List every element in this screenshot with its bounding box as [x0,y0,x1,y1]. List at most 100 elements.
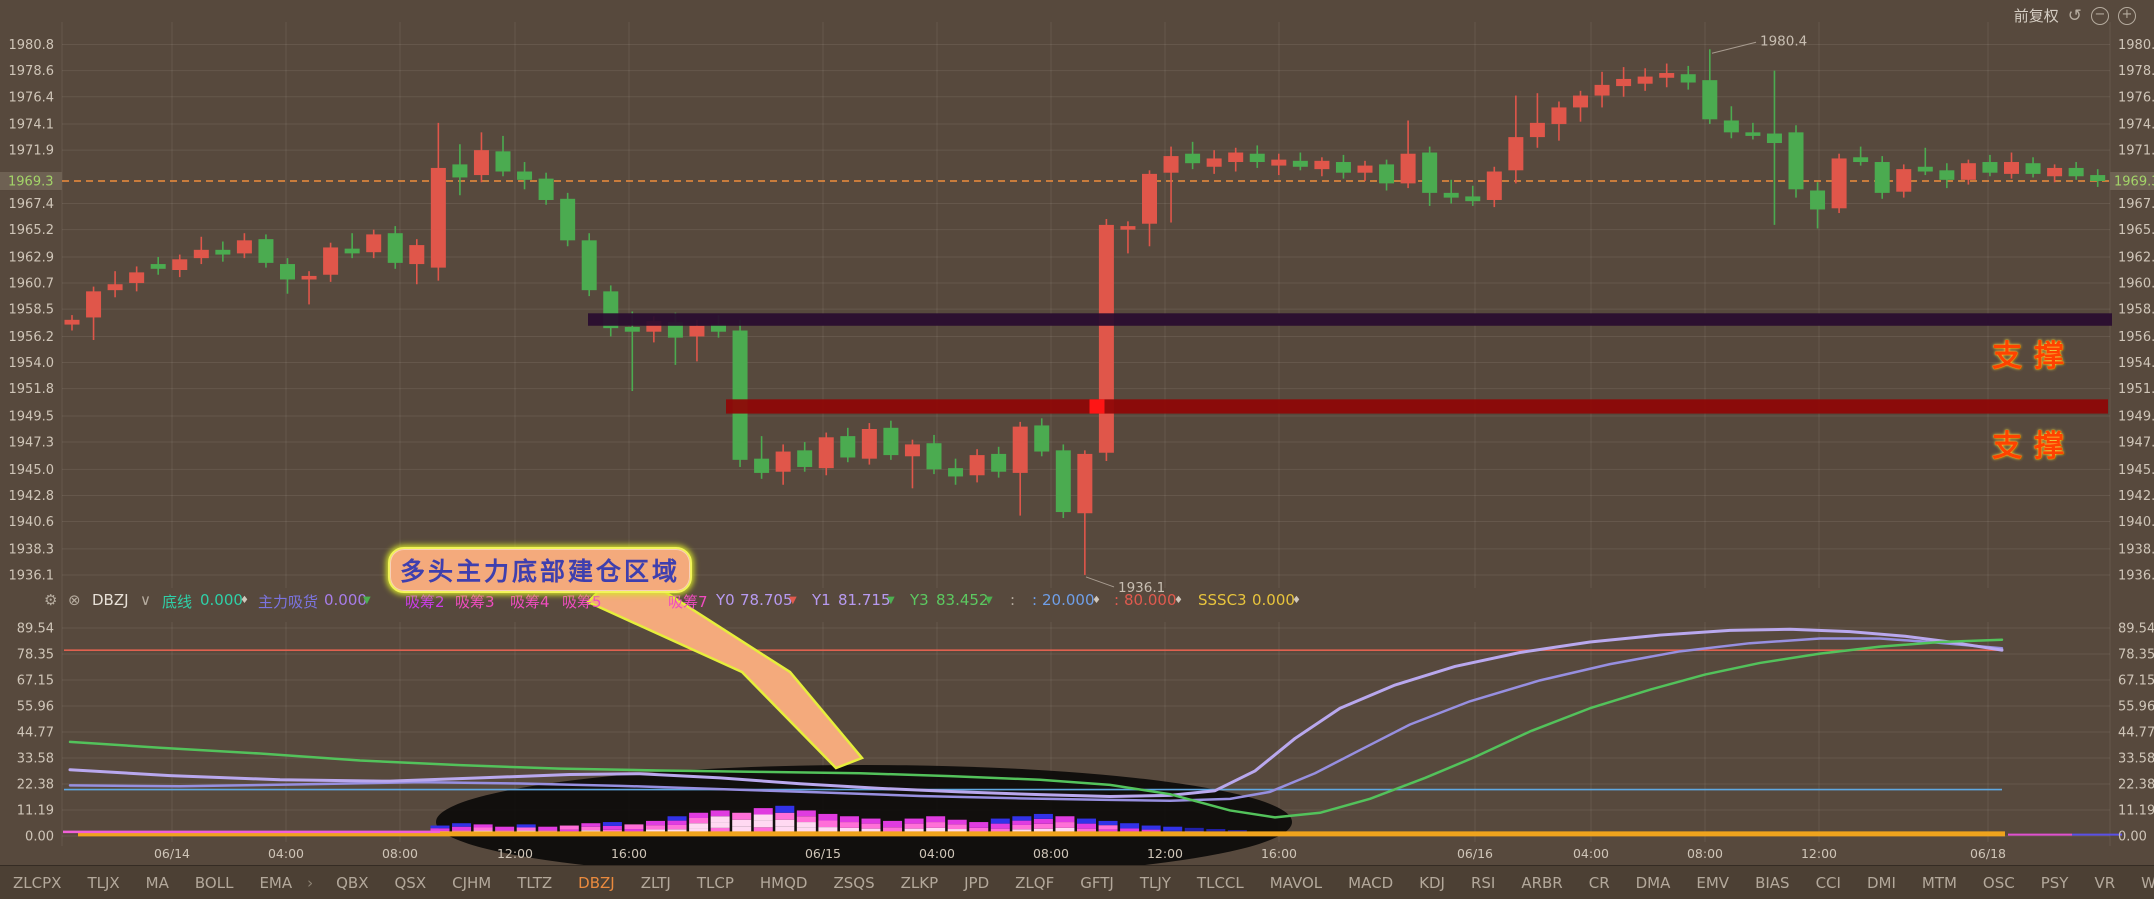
accumulation-bar [1184,827,1204,831]
series-value[interactable]: 0.000 [200,591,243,609]
series-label[interactable]: 吸筹7 [668,593,708,611]
toolbar-item-PSY[interactable]: PSY [2040,873,2069,892]
time-tick: 04:00 [1573,846,1609,861]
candle [1465,196,1481,202]
series-value[interactable]: 81.715 [838,591,891,609]
candle [1098,224,1114,453]
undo-icon[interactable]: ↺ [2067,5,2082,26]
candle [2090,175,2106,182]
series-label[interactable]: : [1032,591,1038,609]
toolbar-item-MTM[interactable]: MTM [1921,873,1957,892]
down-arrow-icon[interactable]: ▼ [985,595,993,606]
close-icon[interactable]: ⊗ [68,591,81,609]
series-label[interactable]: Y1 [812,591,831,609]
toolbar-item-CJHM[interactable]: CJHM [452,873,492,892]
last-price-value: 1969.3 [2114,175,2154,190]
series-label[interactable]: 吸筹3 [455,593,495,611]
toolbar-item-CCI[interactable]: CCI [1815,873,1841,892]
zoom-out-icon[interactable]: − [2091,6,2109,25]
toolbar-item-MA[interactable]: MA [145,873,169,892]
accumulation-bar [689,812,709,818]
callout-text: 多头主力底部建仓区域 [399,557,680,586]
series-value[interactable]: 78.705 [740,591,793,609]
candle [1853,157,1869,163]
toolbar-item-ZLQF[interactable]: ZLQF [1015,873,1055,892]
series-value[interactable]: 80.000 [1124,591,1177,609]
price-tick-left: 1956.2 [9,330,55,345]
toolbar-item-EMA[interactable]: EMA [259,873,293,892]
toolbar-item-JPD[interactable]: JPD [964,873,990,892]
toolbar-item-DMI[interactable]: DMI [1866,873,1896,892]
toolbar-item-BIAS[interactable]: BIAS [1755,873,1790,892]
toolbar-expand-icon[interactable]: › [307,873,314,892]
panel-tick-left: 55.96 [17,700,54,715]
toolbar-item-TLCP[interactable]: TLCP [696,873,734,892]
toolbar-item-EMV[interactable]: EMV [1696,873,1730,892]
toolbar-item-QBX[interactable]: QBX [336,873,369,892]
toolbar-item-HMQD[interactable]: HMQD [759,873,808,892]
series-label[interactable]: Y0 [716,591,735,609]
down-arrow-icon[interactable]: ▼ [887,595,895,606]
high-annotation: 1980.4 [1760,33,1807,49]
candle [430,167,446,268]
zoom-in-icon[interactable]: + [2118,6,2136,25]
toolbar-item-WMSR[interactable]: WMSR [2141,873,2154,892]
toolbar-item-ZLKP[interactable]: ZLKP [900,873,939,892]
toolbar-item-ZLTJ[interactable]: ZLTJ [640,873,671,892]
series-value[interactable]: 0.000 [1252,591,1295,609]
candle [387,233,403,263]
toolbar-item-TLJX[interactable]: TLJX [87,873,120,892]
toolbar-item-CR[interactable]: CR [1588,873,1610,892]
toolbar-item-ZLCPX[interactable]: ZLCPX [13,873,62,892]
candle [1508,137,1524,171]
toolbar-item-KDJ[interactable]: KDJ [1419,873,1445,892]
toolbar-item-ZSQS[interactable]: ZSQS [833,873,875,892]
down-arrow-icon[interactable]: ▼ [789,595,797,606]
toolbar-item-BOLL[interactable]: BOLL [194,873,234,892]
toolbar-item-TLJY[interactable]: TLJY [1139,873,1171,892]
toolbar-item-ARBR[interactable]: ARBR [1521,873,1563,892]
toolbar-item-RSI[interactable]: RSI [1470,873,1496,892]
series-label[interactable]: 吸筹4 [510,593,550,611]
toolbar-item-DMA[interactable]: DMA [1635,873,1671,892]
chevron-down-icon[interactable]: ∨ [140,591,151,609]
panel-tick-left: 33.58 [17,751,54,766]
series-value[interactable]: 83.452 [936,591,989,609]
series-label[interactable]: : [1114,591,1120,609]
accumulation-bar [775,819,795,827]
accumulation-bar [926,827,946,834]
diamond-icon[interactable]: ♦ [1174,595,1183,606]
adjust-mode-button[interactable]: 前复权 [2013,7,2059,25]
toolbar-item-TLCCL[interactable]: TLCCL [1196,873,1244,892]
accumulation-bar [1033,813,1053,819]
series-label[interactable]: 吸筹2 [405,593,445,611]
toolbar-item-MACD[interactable]: MACD [1348,873,1394,892]
toolbar-item-GFTJ[interactable]: GFTJ [1080,873,1114,892]
series-label[interactable]: 吸筹5 [562,593,602,611]
time-tick: 08:00 [382,846,418,861]
series-label[interactable]: Y3 [910,591,929,609]
indicator-name[interactable]: DBZJ [92,591,129,609]
toolbar-item-VR[interactable]: VR [2094,873,2116,892]
series-label[interactable]: 底线 [162,593,193,611]
down-arrow-icon[interactable]: ▼ [363,595,371,606]
series-label[interactable]: : [1010,591,1016,609]
price-tick-left: 1980.8 [9,38,55,53]
gear-icon[interactable]: ⚙ [44,591,58,609]
series-value[interactable]: 20.000 [1042,591,1095,609]
series-value[interactable]: 0.000 [324,591,367,609]
time-tick: 06/15 [805,846,841,861]
diamond-icon[interactable]: ♦ [1092,595,1101,606]
accumulation-bar [883,827,903,834]
toolbar-item-TLTZ[interactable]: TLTZ [517,873,553,892]
accumulation-bar [796,816,816,823]
toolbar-item-QSX[interactable]: QSX [394,873,427,892]
toolbar-item-MAVOL[interactable]: MAVOL [1269,873,1323,892]
series-label[interactable]: 主力吸货 [258,593,319,611]
accumulation-bar [710,816,730,823]
diamond-icon[interactable]: ♦ [1292,595,1301,606]
series-label[interactable]: SSSC3 [1198,591,1247,609]
toolbar-item-OSC[interactable]: OSC [1982,873,2015,892]
diamond-icon[interactable]: ♦ [240,595,249,606]
toolbar-item-DBZJ[interactable]: DBZJ [578,873,615,892]
